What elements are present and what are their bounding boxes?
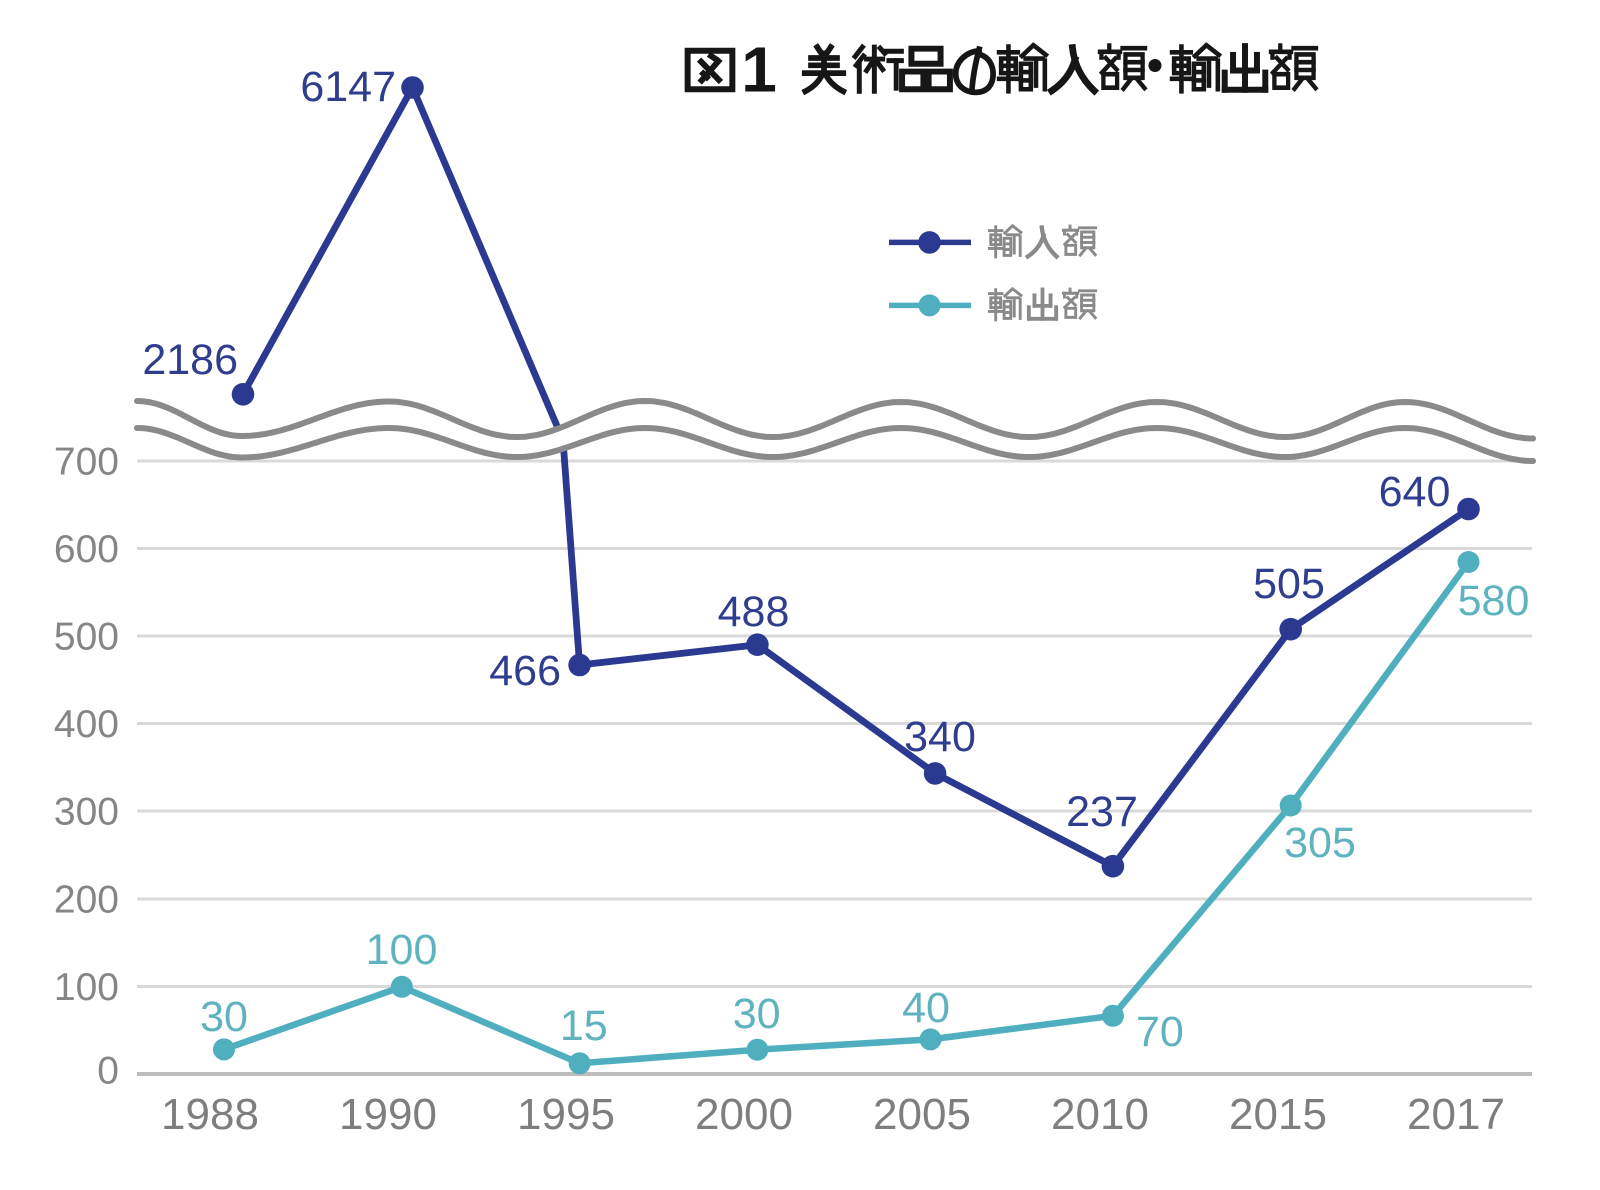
svg-text:2005: 2005 [873,1090,971,1139]
svg-text:1995: 1995 [517,1090,615,1139]
svg-text:2015: 2015 [1229,1090,1327,1139]
svg-text:237: 237 [1066,788,1138,836]
svg-text:340: 340 [904,713,976,761]
svg-text:200: 200 [54,879,119,922]
svg-text:1: 1 [741,34,777,106]
svg-text:100: 100 [54,966,119,1009]
svg-text:500: 500 [54,616,119,659]
svg-text:1990: 1990 [339,1090,437,1139]
svg-text:70: 70 [1136,1008,1184,1056]
svg-text:700: 700 [54,441,119,484]
svg-text:15: 15 [560,1002,608,1050]
svg-text:40: 40 [902,984,950,1032]
svg-text:580: 580 [1458,577,1530,625]
svg-text:466: 466 [489,647,561,695]
svg-text:6147: 6147 [300,63,396,111]
svg-text:600: 600 [54,528,119,571]
svg-text:400: 400 [54,703,119,746]
svg-text:2010: 2010 [1051,1090,1149,1139]
svg-text:305: 305 [1284,819,1356,867]
svg-text:100: 100 [366,926,438,974]
svg-text:2017: 2017 [1407,1090,1505,1139]
svg-text:2186: 2186 [142,336,238,384]
svg-text:640: 640 [1379,468,1451,516]
svg-text:0: 0 [97,1050,119,1093]
svg-text:300: 300 [54,791,119,834]
svg-text:30: 30 [733,990,781,1038]
svg-text:1988: 1988 [161,1090,259,1139]
svg-text:30: 30 [200,993,248,1041]
svg-text:2000: 2000 [695,1090,793,1139]
svg-text:488: 488 [718,588,790,636]
svg-text:505: 505 [1253,560,1325,608]
